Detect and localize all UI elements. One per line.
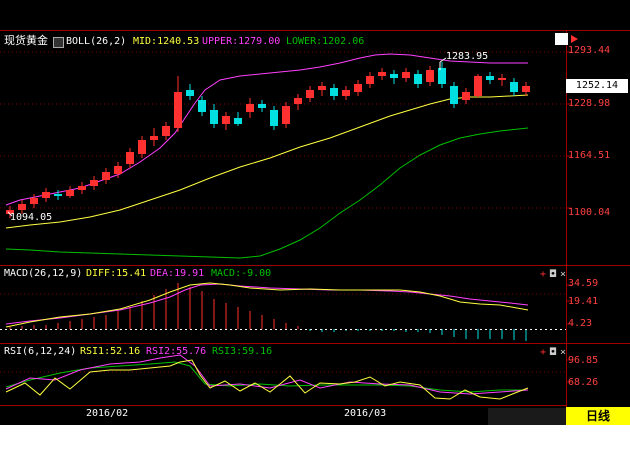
candle-body bbox=[354, 84, 362, 92]
candle-body bbox=[114, 166, 122, 174]
axis-tick-label: 1293.44 bbox=[568, 45, 611, 56]
candle-body bbox=[318, 86, 326, 90]
boll-lower-line bbox=[5, 127, 529, 259]
candle-body bbox=[150, 136, 158, 140]
boll-mid-value: MID:1240.53 bbox=[133, 36, 200, 47]
candle-body bbox=[270, 110, 278, 126]
candle-body bbox=[342, 90, 350, 96]
candle-body bbox=[426, 70, 434, 82]
macd-settings-icon[interactable]: ◘ bbox=[550, 269, 557, 280]
candle-body bbox=[30, 198, 38, 204]
candle-body bbox=[90, 180, 98, 186]
macd-histogram bbox=[9, 283, 527, 341]
boll-indicator-icon[interactable] bbox=[53, 37, 64, 48]
boll-indicator-label[interactable]: BOLL(26,2) bbox=[66, 36, 127, 47]
candle-body bbox=[210, 110, 218, 124]
axis-tick-label: 4.23 bbox=[568, 318, 593, 329]
chart-canvas bbox=[0, 30, 630, 425]
candle-body bbox=[450, 86, 458, 104]
candle-body bbox=[522, 86, 530, 92]
candle-body bbox=[102, 172, 110, 180]
candle-body bbox=[174, 92, 182, 128]
rsi-add-icon[interactable]: + bbox=[540, 347, 547, 358]
period-day-button[interactable]: 日线 bbox=[566, 407, 630, 425]
rsi3-value: RSI3:59.16 bbox=[212, 346, 273, 357]
boll-lower-value: LOWER:1202.06 bbox=[286, 36, 365, 47]
candle-body bbox=[138, 140, 146, 154]
axis-ticks bbox=[566, 51, 572, 383]
time-axis-label: 2016/02 bbox=[86, 408, 129, 419]
boll-upper-value: UPPER:1279.00 bbox=[202, 36, 281, 47]
candle-body bbox=[66, 190, 74, 196]
macd-add-icon[interactable]: + bbox=[540, 269, 547, 280]
candle-body bbox=[282, 106, 290, 124]
candle-body bbox=[402, 72, 410, 78]
candle-body bbox=[126, 152, 134, 164]
axis-tick-label: 1100.04 bbox=[568, 207, 611, 218]
axis-tick-label: 1164.51 bbox=[568, 150, 611, 161]
candle-body bbox=[414, 74, 422, 84]
macd-diff-value: DIFF:15.41 bbox=[86, 268, 147, 279]
chart-window: 现货黄金 BOLL(26,2) MID:1240.53 UPPER:1279.0… bbox=[0, 0, 630, 425]
candle-body bbox=[498, 78, 506, 80]
grid-frame bbox=[0, 30, 630, 425]
rsi-indicator-label[interactable]: RSI(6,12,24) bbox=[4, 346, 77, 357]
candle-body bbox=[234, 118, 242, 124]
candle-body bbox=[438, 68, 446, 84]
time-axis-label: 2016/03 bbox=[344, 408, 387, 419]
last-price-tag: 1252.14 bbox=[566, 79, 628, 93]
axis-tick-label: 19.41 bbox=[568, 296, 599, 307]
candle-body bbox=[222, 116, 230, 124]
candle-body bbox=[186, 90, 194, 96]
candle-body bbox=[198, 100, 206, 112]
candle-body bbox=[54, 194, 62, 196]
boll-upper-line bbox=[5, 53, 528, 206]
candle-body bbox=[378, 72, 386, 76]
candle-body bbox=[462, 92, 470, 100]
candle-body bbox=[42, 192, 50, 198]
macd-diff-line bbox=[5, 282, 529, 328]
candle-body bbox=[258, 104, 266, 108]
candle-body bbox=[366, 76, 374, 84]
axis-tick-label: 68.26 bbox=[568, 377, 599, 388]
candle-body bbox=[6, 210, 14, 214]
axis-tick-label: 1228.98 bbox=[568, 98, 611, 109]
candle-body bbox=[474, 76, 482, 96]
candle-body bbox=[162, 126, 170, 136]
main-grid bbox=[0, 51, 566, 373]
macd-hist-value: MACD:-9.00 bbox=[211, 268, 272, 279]
candlesticks bbox=[6, 62, 530, 218]
axis-tick-label: 96.85 bbox=[568, 355, 599, 366]
candle-body bbox=[330, 88, 338, 96]
high-price-marker: 1283.95 bbox=[446, 51, 489, 62]
corner-settings-icon[interactable] bbox=[555, 33, 568, 45]
candle-body bbox=[18, 204, 26, 210]
low-price-marker: 1094.05 bbox=[10, 212, 53, 223]
candle-body bbox=[486, 76, 494, 80]
rsi-close-icon[interactable]: × bbox=[560, 347, 567, 358]
candle-body bbox=[294, 98, 302, 104]
rsi2-value: RSI2:55.76 bbox=[146, 346, 207, 357]
candle-body bbox=[510, 82, 518, 92]
rsi1-line bbox=[5, 359, 529, 400]
candle-body bbox=[390, 74, 398, 78]
scroll-area[interactable] bbox=[488, 408, 566, 425]
candle-body bbox=[78, 186, 86, 190]
expand-arrow-icon[interactable] bbox=[568, 33, 580, 45]
candle-body bbox=[306, 90, 314, 98]
rsi1-value: RSI1:52.16 bbox=[80, 346, 141, 357]
candle-body bbox=[246, 104, 254, 112]
macd-dea-value: DEA:19.91 bbox=[150, 268, 205, 279]
instrument-title: 现货黄金 bbox=[4, 34, 48, 47]
macd-dea-line bbox=[5, 283, 529, 325]
macd-indicator-label[interactable]: MACD(26,12,9) bbox=[4, 268, 83, 279]
rsi2-line bbox=[5, 354, 529, 395]
rsi-settings-icon[interactable]: ◘ bbox=[550, 347, 557, 358]
macd-close-icon[interactable]: × bbox=[560, 269, 567, 280]
axis-tick-label: 34.59 bbox=[568, 278, 599, 289]
